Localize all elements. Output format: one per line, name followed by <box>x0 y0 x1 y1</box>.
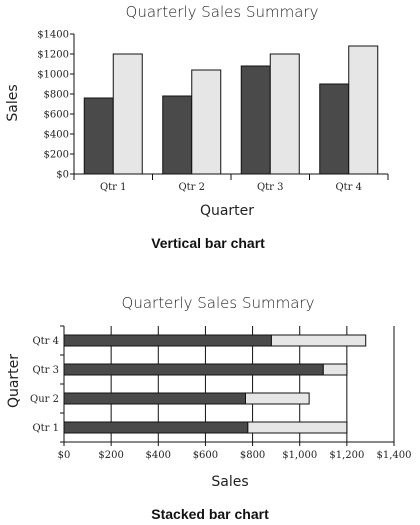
y-tick-label: Qtr 1 <box>32 423 59 434</box>
x-tick-label: $200 <box>98 450 123 461</box>
chart-caption: Vertical bar chart <box>151 235 265 251</box>
y-axis-label: Sales <box>5 84 21 121</box>
bar-qtr2-series1 <box>162 95 193 175</box>
y-tick-label: $1000 <box>37 70 69 81</box>
y-tick-label: $600 <box>44 110 69 121</box>
bar-qtr2-series2 <box>245 392 310 405</box>
bar-qtr1-series2 <box>247 421 348 434</box>
bar-qtr1-series1 <box>83 97 114 175</box>
chart-caption: Stacked bar chart <box>151 506 269 522</box>
bar-qtr4-series2 <box>348 45 379 175</box>
x-tick-label: Qtr 1 <box>100 182 127 193</box>
bar-qtr2-series2 <box>191 69 222 175</box>
stacked-bar-chart: Quarterly Sales Summary Quarter Sales St… <box>6 294 412 522</box>
x-tick-label: Qtr 3 <box>257 182 284 193</box>
x-tick-label: $600 <box>193 450 218 461</box>
x-axis-label: Sales <box>211 474 248 490</box>
y-tick-label: Qtr 3 <box>32 365 59 376</box>
bar-qtr2-series1 <box>63 392 246 405</box>
x-tick-label: $800 <box>240 450 265 461</box>
bar-qtr4-series1 <box>319 83 350 175</box>
bar-qtr3-series1 <box>240 65 271 175</box>
vertical-bar-chart: Quarterly Sales Summary Sales Quarter Ve… <box>5 3 389 251</box>
x-tick-label: Qtr 2 <box>178 182 205 193</box>
y-tick-label: $400 <box>44 130 69 141</box>
x-tick-label: Qtr 4 <box>335 182 362 193</box>
bar-qtr1-series2 <box>112 53 143 175</box>
bar-qtr3-series2 <box>322 363 348 376</box>
y-tick-label: $200 <box>44 150 69 161</box>
bar-qtr3-series2 <box>269 53 300 175</box>
bar-qtr3-series1 <box>63 363 324 376</box>
x-tick-label: $400 <box>146 450 171 461</box>
x-tick-label: $0 <box>58 450 71 461</box>
x-axis-label: Quarter <box>200 203 254 219</box>
chart-title: Quarterly Sales Summary <box>126 3 319 21</box>
x-tick-label: $1,000 <box>282 450 317 461</box>
chart-title: Quarterly Sales Summary <box>122 294 315 312</box>
y-tick-label: $800 <box>44 90 69 101</box>
y-axis-label: Quarter <box>6 354 22 408</box>
bar-qtr1-series1 <box>63 421 249 434</box>
y-tick-label: Qur 2 <box>30 394 59 405</box>
y-tick-label: Qtr 4 <box>32 336 59 347</box>
x-tick-label: $1,200 <box>329 450 364 461</box>
y-tick-label: $1400 <box>37 30 69 41</box>
x-tick-label: $1,400 <box>377 450 412 461</box>
y-tick-label: $1200 <box>37 50 69 61</box>
bar-qtr4-series2 <box>270 334 367 347</box>
bar-qtr4-series1 <box>63 334 272 347</box>
y-tick-label: $0 <box>56 170 69 181</box>
